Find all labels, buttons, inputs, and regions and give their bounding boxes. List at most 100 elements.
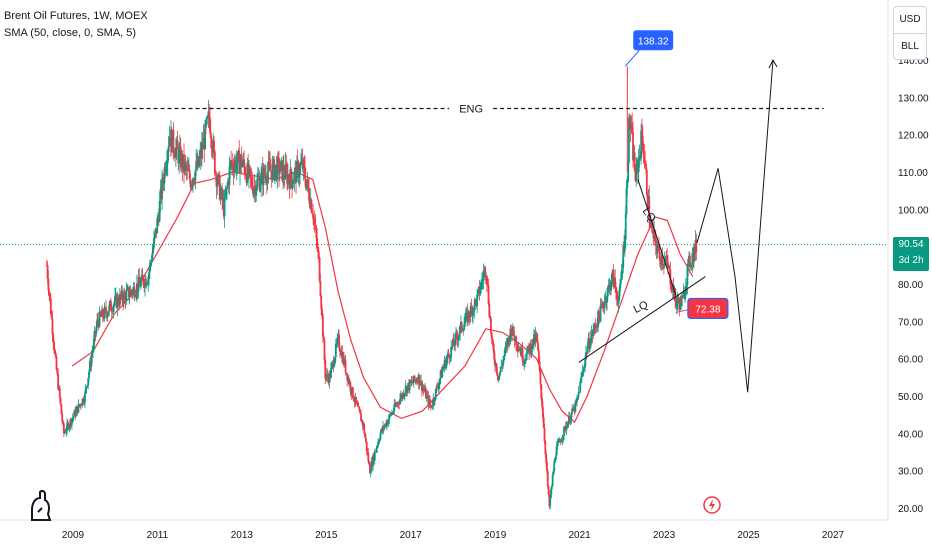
candle-body xyxy=(664,260,667,262)
candle-body xyxy=(107,311,110,314)
candle-body xyxy=(135,293,137,297)
candle-body xyxy=(360,413,362,422)
candle-body xyxy=(450,346,453,358)
candle-body xyxy=(285,164,288,170)
candle-body xyxy=(486,284,489,286)
candle-body xyxy=(541,406,544,418)
candle-body xyxy=(191,183,194,185)
symbol-title[interactable]: Brent Oil Futures, 1W, MOEX xyxy=(4,10,148,22)
candle-body xyxy=(472,308,474,316)
candle-body xyxy=(571,408,574,414)
candle-body xyxy=(583,367,586,370)
candle-body xyxy=(623,239,626,251)
candle-body xyxy=(380,428,383,434)
candle-body xyxy=(559,439,561,442)
candle-body xyxy=(606,296,608,303)
trend-line[interactable] xyxy=(578,276,706,363)
candle-body xyxy=(482,272,485,281)
candle-body xyxy=(346,373,349,381)
candle-body xyxy=(219,191,222,200)
candle-body xyxy=(365,441,368,451)
candle-body xyxy=(134,296,137,297)
candle-body xyxy=(267,161,270,173)
candle-body xyxy=(190,183,193,188)
x-tick-label: 2011 xyxy=(147,530,169,541)
flash-icon[interactable] xyxy=(702,495,722,520)
x-tick-label: 2009 xyxy=(62,530,85,541)
candle-body xyxy=(578,391,581,393)
candle-body xyxy=(279,161,282,171)
candle-body xyxy=(77,403,80,413)
candle-body xyxy=(269,164,271,171)
candle-body xyxy=(412,382,414,384)
candle-body xyxy=(418,374,421,385)
candle-body xyxy=(334,357,336,364)
currency-label[interactable]: USD xyxy=(899,14,921,25)
candle-body xyxy=(488,303,491,317)
currency-unit-selector[interactable]: USD BLL xyxy=(893,6,927,60)
candle-body xyxy=(369,464,371,474)
candle-body xyxy=(536,333,539,343)
candle-body xyxy=(129,290,132,296)
candle-body xyxy=(150,261,153,263)
candle-body xyxy=(112,306,115,312)
candle-body xyxy=(615,291,618,300)
unit-label[interactable]: BLL xyxy=(901,41,919,52)
candle-body xyxy=(501,365,504,367)
candle-body xyxy=(310,199,313,213)
candle-body xyxy=(218,174,220,176)
candle-body xyxy=(71,419,73,425)
candle-body xyxy=(241,164,244,168)
candle-body xyxy=(607,285,610,288)
candle-body xyxy=(598,311,600,317)
candle-body xyxy=(252,190,255,195)
candle-body xyxy=(498,372,501,377)
candle-body xyxy=(479,289,482,295)
candle-body xyxy=(62,423,65,434)
bar-countdown: 3d 2h xyxy=(898,255,924,266)
candle-body xyxy=(138,276,141,284)
price-label-text: 138.32 xyxy=(638,36,669,47)
candle-body xyxy=(668,266,671,270)
candle-body xyxy=(266,172,269,183)
candle-body xyxy=(265,175,267,181)
candle-body xyxy=(256,178,259,180)
candle-body xyxy=(156,218,159,234)
trend-line[interactable] xyxy=(637,179,677,296)
candle-body xyxy=(121,290,124,301)
candle-body xyxy=(277,157,280,160)
candle-body xyxy=(144,278,147,286)
candle-body xyxy=(593,325,596,327)
candle-body xyxy=(507,337,509,347)
candle-body xyxy=(399,399,401,404)
candle-body xyxy=(114,296,116,303)
candle-body xyxy=(198,158,201,166)
candle-body xyxy=(364,433,366,438)
tradingview-logo-icon[interactable] xyxy=(28,488,54,527)
candle-body xyxy=(304,166,306,180)
candle-body xyxy=(422,387,425,390)
candle-body xyxy=(675,302,678,307)
candle-body xyxy=(98,311,101,327)
candle-body xyxy=(445,360,448,369)
y-tick-label: 110.00 xyxy=(898,168,928,179)
candle-body xyxy=(552,471,555,476)
candle-body xyxy=(290,169,293,180)
candle-body xyxy=(303,159,306,167)
candle-body xyxy=(599,305,602,322)
candle-body xyxy=(619,283,621,292)
candle-body xyxy=(656,248,659,253)
candle-body xyxy=(460,321,463,331)
candle-body xyxy=(485,275,488,285)
candle-body xyxy=(530,348,533,354)
indicator-title[interactable]: SMA (50, close, 0, SMA, 5) xyxy=(4,27,137,39)
candle-body xyxy=(291,183,294,188)
candle-body xyxy=(349,382,352,392)
candle-body xyxy=(53,342,55,351)
candle-body xyxy=(504,347,507,350)
candle-body xyxy=(163,167,166,183)
candle-body xyxy=(173,150,176,156)
candle-body xyxy=(622,245,625,268)
projection-path[interactable] xyxy=(696,59,774,393)
